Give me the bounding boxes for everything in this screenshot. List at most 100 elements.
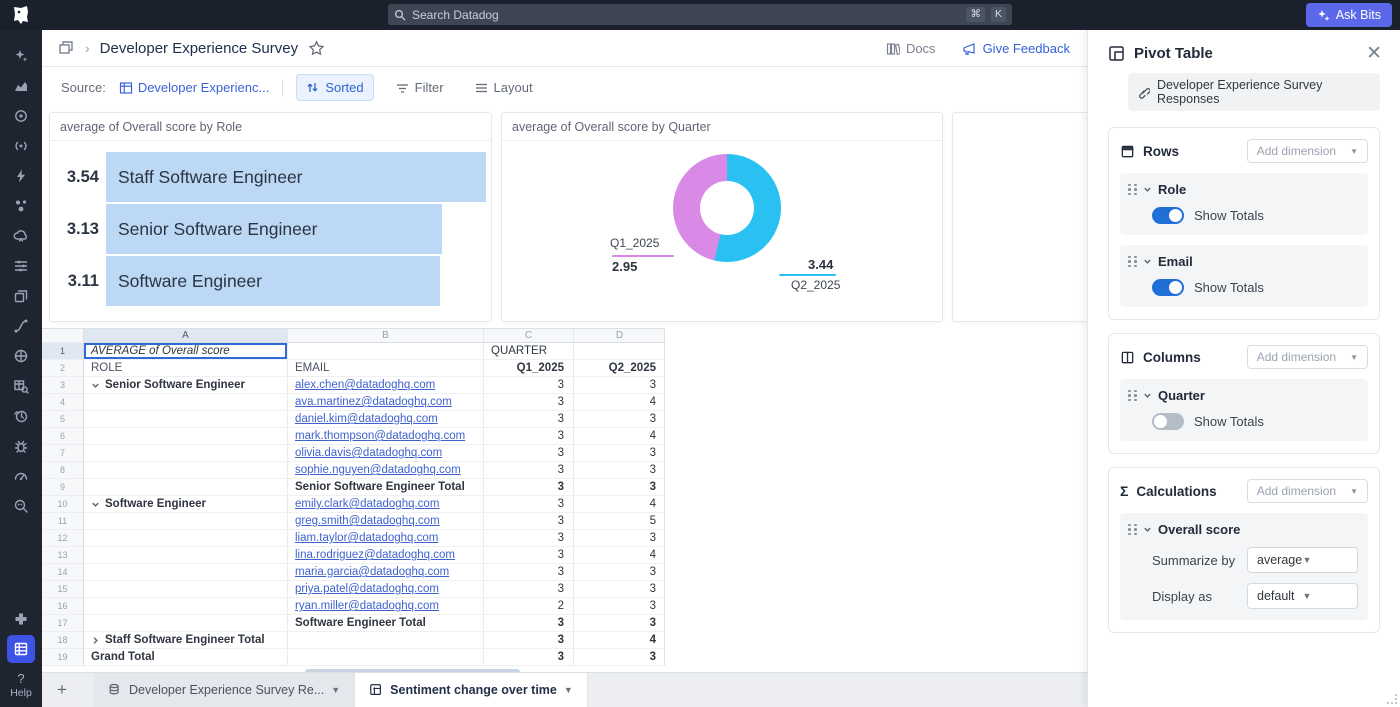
row-number[interactable]: 17 (42, 615, 84, 632)
cell-c-9[interactable]: 3 (484, 479, 574, 496)
cell-a-9[interactable] (84, 479, 288, 496)
table-search-icon[interactable] (7, 372, 35, 400)
cell-a-13[interactable] (84, 547, 288, 564)
add-sheet-button[interactable]: + (57, 680, 67, 699)
global-search-input[interactable]: Search Datadog ⌘ K (388, 4, 1012, 25)
row-number[interactable]: 6 (42, 428, 84, 445)
cell-d-19[interactable]: 3 (574, 649, 665, 666)
bar-segment[interactable]: Software Engineer (106, 256, 440, 306)
row-number[interactable]: 4 (42, 394, 84, 411)
close-icon[interactable]: ✕ (1366, 43, 1382, 64)
cell-a-2[interactable]: ROLE (84, 360, 288, 377)
cell-d-11[interactable]: 5 (574, 513, 665, 530)
cell-c-2[interactable]: Q1_2025 (484, 360, 574, 377)
bar-row[interactable]: 3.11 Software Engineer (54, 256, 487, 306)
metrics-icon[interactable] (7, 72, 35, 100)
cell-c-3[interactable]: 3 (484, 377, 574, 394)
cell-b-3[interactable]: alex.chen@datadoghq.com (288, 377, 484, 394)
cell-a-6[interactable] (84, 428, 288, 445)
cell-c-12[interactable]: 3 (484, 530, 574, 547)
column-header-c[interactable]: C (484, 329, 574, 343)
add-dimension-dropdown[interactable]: Add dimension ▼ (1246, 479, 1368, 503)
row-number[interactable]: 5 (42, 411, 84, 428)
cloud-icon[interactable] (7, 222, 35, 250)
cell-c-10[interactable]: 3 (484, 496, 574, 513)
cell-d-15[interactable]: 3 (574, 581, 665, 598)
cell-b-7[interactable]: olivia.davis@datadoghq.com (288, 445, 484, 462)
cell-b-10[interactable]: emily.clark@datadoghq.com (288, 496, 484, 513)
column-header-b[interactable]: B (288, 329, 484, 343)
cell-c-7[interactable]: 3 (484, 445, 574, 462)
cell-a-8[interactable] (84, 462, 288, 479)
cell-d-2[interactable]: Q2_2025 (574, 360, 665, 377)
gauge-icon[interactable] (7, 462, 35, 490)
row-number[interactable]: 7 (42, 445, 84, 462)
cell-c-1[interactable]: QUARTER (484, 343, 574, 360)
cell-c-11[interactable]: 3 (484, 513, 574, 530)
cell-a-7[interactable] (84, 445, 288, 462)
chevron-down-icon[interactable] (1143, 185, 1152, 194)
panel-source-link[interactable]: Developer Experience Survey Responses (1128, 73, 1380, 111)
add-dimension-dropdown[interactable]: Add dimension ▼ (1246, 345, 1368, 369)
cell-a-5[interactable] (84, 411, 288, 428)
sheet-tab-1[interactable]: Developer Experience Survey Re... ▼ (94, 673, 355, 707)
datadog-logo-icon[interactable] (8, 2, 34, 28)
bar-segment[interactable]: Staff Software Engineer (106, 152, 486, 202)
cell-c-14[interactable]: 3 (484, 564, 574, 581)
cell-b-17[interactable]: Software Engineer Total (288, 615, 484, 632)
cell-a-18[interactable]: Staff Software Engineer Total (84, 632, 288, 649)
chevron-down-icon[interactable] (1143, 257, 1152, 266)
cell-c-5[interactable]: 3 (484, 411, 574, 428)
cell-b-13[interactable]: lina.rodriguez@datadoghq.com (288, 547, 484, 564)
donut-chart-widget[interactable]: average of Overall score by Quarter Q1_2… (501, 112, 943, 322)
star-icon[interactable] (308, 39, 325, 57)
tab-menu-caret-icon[interactable]: ▼ (331, 685, 341, 695)
source-dataset-link[interactable]: Developer Experienc... (119, 80, 269, 95)
cell-a-12[interactable] (84, 530, 288, 547)
row-number[interactable]: 18 (42, 632, 84, 649)
show-totals-toggle[interactable] (1152, 279, 1184, 296)
cell-b-12[interactable]: liam.taylor@datadoghq.com (288, 530, 484, 547)
drag-handle-icon[interactable] (1128, 255, 1137, 268)
cell-a-14[interactable] (84, 564, 288, 581)
row-number[interactable]: 14 (42, 564, 84, 581)
cell-d-6[interactable]: 4 (574, 428, 665, 445)
rum-icon[interactable] (7, 132, 35, 160)
cell-d-16[interactable]: 3 (574, 598, 665, 615)
chevron-down-icon[interactable] (1143, 391, 1152, 400)
filter-button[interactable]: Filter (387, 75, 453, 100)
cell-c-18[interactable]: 3 (484, 632, 574, 649)
cell-a-1[interactable]: AVERAGE of Overall score (84, 343, 288, 360)
drag-handle-icon[interactable] (1128, 389, 1137, 402)
cell-a-15[interactable] (84, 581, 288, 598)
pipelines-icon[interactable] (7, 312, 35, 340)
cell-b-8[interactable]: sophie.nguyen@datadoghq.com (288, 462, 484, 479)
row-number[interactable]: 16 (42, 598, 84, 615)
row-number[interactable]: 19 (42, 649, 84, 666)
cell-a-11[interactable] (84, 513, 288, 530)
show-totals-toggle[interactable] (1152, 413, 1184, 430)
error-tracking-icon[interactable] (7, 432, 35, 460)
bits-ai-icon[interactable] (7, 42, 35, 70)
row-number[interactable]: 12 (42, 530, 84, 547)
cell-c-15[interactable]: 3 (484, 581, 574, 598)
chevron-right-icon[interactable] (91, 636, 100, 645)
chevron-down-icon[interactable] (91, 500, 100, 509)
logs-icon[interactable] (7, 252, 35, 280)
bar-segment[interactable]: Senior Software Engineer (106, 204, 442, 254)
cell-b-16[interactable]: ryan.miller@datadoghq.com (288, 598, 484, 615)
help-button[interactable]: ? Help (10, 671, 32, 699)
cell-d-8[interactable]: 3 (574, 462, 665, 479)
sheets-icon[interactable] (7, 635, 35, 663)
cell-b-15[interactable]: priya.patel@datadoghq.com (288, 581, 484, 598)
cell-b-14[interactable]: maria.garcia@datadoghq.com (288, 564, 484, 581)
cell-d-3[interactable]: 3 (574, 377, 665, 394)
cell-a-4[interactable] (84, 394, 288, 411)
row-number[interactable]: 11 (42, 513, 84, 530)
cell-d-7[interactable]: 3 (574, 445, 665, 462)
row-number[interactable]: 13 (42, 547, 84, 564)
add-dimension-dropdown[interactable]: Add dimension ▼ (1246, 139, 1368, 163)
resize-handle[interactable] (1387, 694, 1397, 704)
cell-d-18[interactable]: 4 (574, 632, 665, 649)
cell-c-8[interactable]: 3 (484, 462, 574, 479)
